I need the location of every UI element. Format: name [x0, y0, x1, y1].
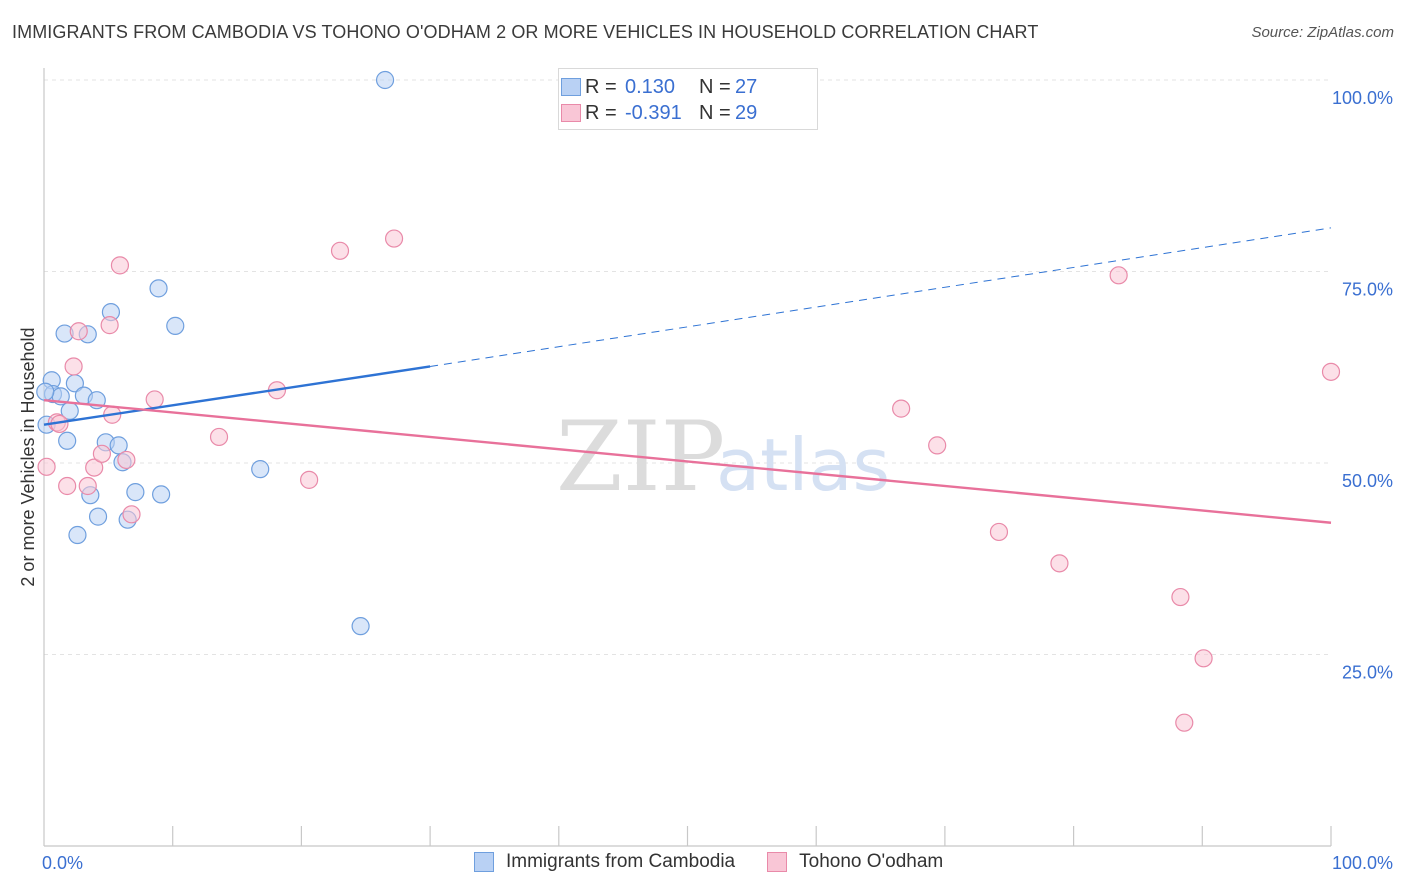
data-point-pink[interactable]: [1171, 587, 1190, 607]
data-point-blue[interactable]: [149, 279, 168, 298]
y-tick-label: 25.0%: [1342, 663, 1393, 683]
legend-n-value: 29: [735, 101, 758, 124]
data-point-pink[interactable]: [928, 436, 947, 455]
correlation-legend: R = 0.130 N = 27 R = -0.391 N = 29: [558, 68, 818, 130]
data-point-pink[interactable]: [37, 457, 56, 476]
data-point-pink[interactable]: [78, 476, 97, 496]
data-point-pink[interactable]: [117, 450, 136, 470]
series-label-tohono: Tohono O'odham: [799, 851, 944, 872]
data-point-blue[interactable]: [375, 70, 395, 90]
data-point-pink[interactable]: [384, 229, 404, 248]
data-points: [36, 70, 1341, 732]
legend-r-label: R =: [585, 101, 617, 124]
data-point-pink[interactable]: [85, 458, 104, 477]
data-point-blue[interactable]: [351, 617, 370, 636]
series-legend-tohono[interactable]: Tohono O'odham: [767, 851, 943, 873]
axis-ticks: 25.0% 50.0% 75.0% 100.0% 0.0% 100.0%: [42, 88, 1393, 873]
legend-swatch-tohono: [561, 104, 581, 122]
data-point-pink[interactable]: [69, 322, 88, 341]
series-label-cambodia: Immigrants from Cambodia: [506, 851, 736, 872]
y-tick-label: 50.0%: [1342, 471, 1393, 491]
grid-lines: [44, 79, 1331, 655]
data-point-pink[interactable]: [1109, 266, 1128, 285]
data-point-blue[interactable]: [126, 483, 145, 502]
data-point-pink[interactable]: [209, 427, 229, 447]
data-point-pink[interactable]: [1175, 713, 1194, 732]
legend-swatch-cambodia: [561, 78, 581, 96]
trend-line-pink: [43, 398, 1332, 524]
trend-line-extension-blue: [430, 227, 1332, 367]
x-tick-label: 100.0%: [1332, 853, 1393, 873]
series-legend-cambodia[interactable]: Immigrants from Cambodia: [474, 851, 735, 873]
legend-n-label: N =: [699, 101, 731, 124]
y-axis-title: 2 or more Vehicles in Household: [18, 327, 38, 586]
series-swatch-tohono: [767, 852, 788, 872]
legend-n-value: 27: [735, 75, 758, 98]
data-point-blue[interactable]: [68, 525, 87, 545]
data-point-blue[interactable]: [88, 507, 108, 526]
y-tick-label: 100.0%: [1332, 88, 1393, 108]
data-point-blue[interactable]: [109, 436, 128, 455]
series-legend: Immigrants from Cambodia Tohono O'odham: [474, 851, 975, 873]
legend-row-cambodia: R = 0.130 N = 27: [561, 75, 758, 99]
legend-n-label: N =: [699, 75, 731, 98]
data-point-blue[interactable]: [58, 431, 77, 450]
trend-line-blue: [43, 365, 431, 426]
chart-title: IMMIGRANTS FROM CAMBODIA VS TOHONO O'ODH…: [12, 22, 1039, 42]
data-point-pink[interactable]: [1321, 362, 1341, 381]
data-point-pink[interactable]: [1050, 554, 1069, 573]
data-point-pink[interactable]: [1194, 649, 1213, 668]
data-point-pink[interactable]: [330, 241, 350, 260]
data-point-pink[interactable]: [122, 505, 141, 524]
watermark-atlas: atlas: [716, 423, 890, 507]
watermark: ZIP atlas: [556, 401, 890, 513]
data-point-pink[interactable]: [300, 470, 319, 489]
data-point-pink[interactable]: [100, 316, 119, 335]
legend-r-value: 0.130: [625, 75, 676, 98]
data-point-pink[interactable]: [989, 522, 1009, 542]
data-point-pink[interactable]: [58, 476, 77, 496]
data-point-pink[interactable]: [110, 256, 130, 275]
data-point-blue[interactable]: [36, 382, 55, 401]
legend-r-value: -0.391: [625, 101, 682, 124]
legend-row-tohono: R = -0.391 N = 29: [561, 101, 758, 125]
x-tick-label: 0.0%: [42, 853, 83, 873]
chart-source: Source: ZipAtlas.com: [1251, 24, 1394, 41]
legend-r-label: R =: [585, 75, 617, 98]
data-point-blue[interactable]: [251, 460, 270, 479]
trend-lines: [43, 227, 1332, 524]
data-point-pink[interactable]: [64, 357, 83, 376]
data-point-pink[interactable]: [92, 444, 112, 463]
data-point-blue[interactable]: [166, 316, 185, 335]
data-point-blue[interactable]: [152, 485, 171, 504]
data-point-pink[interactable]: [145, 390, 164, 409]
y-tick-label: 75.0%: [1342, 280, 1393, 300]
data-point-pink[interactable]: [892, 399, 911, 418]
series-swatch-cambodia: [474, 852, 494, 872]
